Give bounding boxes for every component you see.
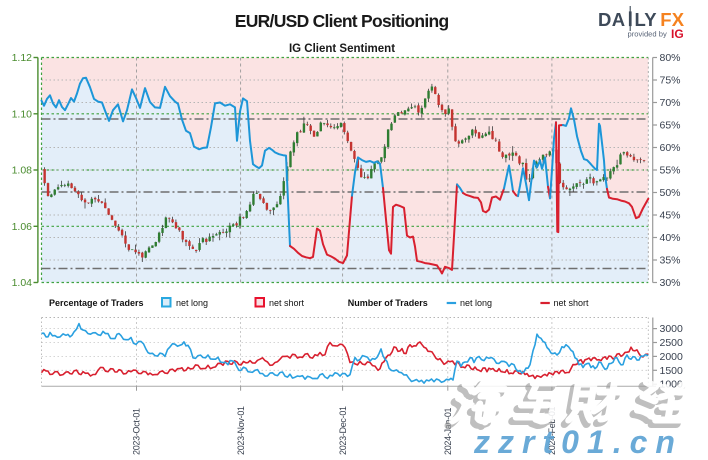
svg-text:40%: 40%	[660, 232, 681, 244]
svg-text:75%: 75%	[660, 75, 681, 87]
svg-text:D: D	[598, 9, 611, 30]
svg-text:70%: 70%	[660, 97, 681, 109]
svg-text:net short: net short	[554, 298, 590, 308]
svg-text:2023-Nov-01: 2023-Nov-01	[236, 406, 246, 455]
svg-text:2023-Oct-01: 2023-Oct-01	[132, 408, 142, 455]
svg-text:1.08: 1.08	[12, 165, 33, 177]
svg-text:EUR/USD Client Positioning: EUR/USD Client Positioning	[235, 11, 449, 31]
svg-text:2024-Jan-01: 2024-Jan-01	[443, 407, 453, 455]
svg-text:Percentage of Traders: Percentage of Traders	[49, 298, 144, 308]
svg-text:50%: 50%	[660, 187, 681, 199]
svg-text:30%: 30%	[660, 277, 681, 289]
svg-text:35%: 35%	[660, 255, 681, 267]
svg-text:X: X	[672, 9, 685, 30]
svg-text:IG: IG	[671, 27, 684, 41]
svg-text:45%: 45%	[660, 210, 681, 222]
svg-text:net short: net short	[269, 298, 305, 308]
svg-text:1.12: 1.12	[12, 52, 33, 64]
svg-text:net long: net long	[176, 298, 208, 308]
svg-text:65%: 65%	[660, 120, 681, 132]
svg-text:Y: Y	[644, 9, 657, 30]
svg-text:2500: 2500	[660, 337, 684, 349]
svg-text:1500: 1500	[660, 365, 684, 377]
svg-text:F: F	[660, 9, 671, 30]
svg-text:A: A	[612, 9, 625, 30]
svg-text:60%: 60%	[660, 142, 681, 154]
svg-text:provided by: provided by	[628, 30, 667, 39]
svg-text:net long: net long	[460, 298, 492, 308]
svg-text:1.04: 1.04	[12, 277, 33, 289]
svg-text:Number of Traders: Number of Traders	[348, 298, 428, 308]
svg-text:IG Client Sentiment: IG Client Sentiment	[289, 43, 395, 55]
svg-text:2024-Feb-01: 2024-Feb-01	[547, 406, 557, 455]
svg-text:1.10: 1.10	[12, 108, 33, 120]
svg-text:2023-Dec-01: 2023-Dec-01	[338, 406, 348, 455]
svg-text:3000: 3000	[660, 323, 684, 335]
svg-text:zzrt01.cn: zzrt01.cn	[473, 424, 683, 460]
svg-text:80%: 80%	[660, 52, 681, 64]
svg-text:2000: 2000	[660, 351, 684, 363]
svg-text:55%: 55%	[660, 165, 681, 177]
svg-text:L: L	[635, 9, 646, 30]
svg-text:1.06: 1.06	[12, 221, 33, 233]
